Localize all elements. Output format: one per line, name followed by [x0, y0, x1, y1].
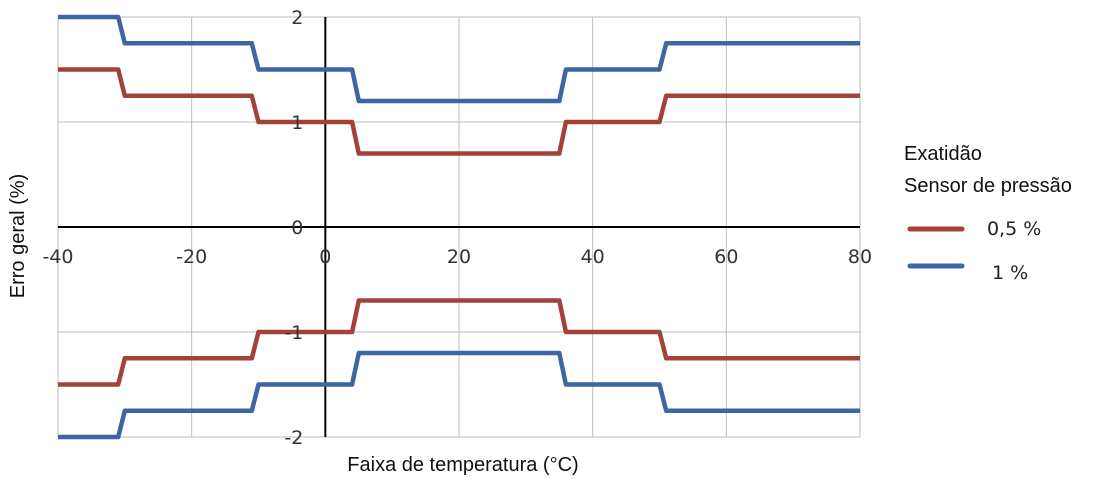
- series-line-0-upper: [58, 67, 860, 156]
- y-axis-label: Erro geral (%): [7, 174, 29, 298]
- x-axis-label: Faixa de temperatura (°C): [347, 454, 578, 476]
- y-tick-label--2: -2: [284, 427, 303, 449]
- x-tick-label-40: 40: [581, 246, 605, 268]
- y-tick-label-2: 2: [291, 7, 303, 29]
- series-line-1-upper: [58, 14, 860, 104]
- x-tick-label--20: -20: [176, 246, 207, 268]
- y-tick-label-0: 0: [291, 217, 303, 239]
- x-tick-label-20: 20: [447, 246, 471, 268]
- legend-label-series-1: 1 %: [992, 262, 1028, 284]
- series-line-0-lower: [58, 298, 860, 387]
- x-tick-label-0: 0: [319, 246, 331, 268]
- y-tick-label--1: -1: [284, 322, 303, 344]
- x-tick-label-60: 60: [714, 246, 738, 268]
- chart-series: [58, 14, 860, 440]
- series-line-1-lower: [58, 350, 860, 440]
- x-tick-label--40: -40: [42, 246, 73, 268]
- chart-legend: Exatidão Sensor de pressão 0,5 % 1 %: [904, 143, 1072, 284]
- legend-title-line-1: Exatidão: [904, 143, 982, 165]
- x-tick-label-80: 80: [848, 246, 872, 268]
- legend-label-series-0: 0,5 %: [987, 218, 1041, 240]
- y-tick-label-1: 1: [291, 112, 303, 134]
- chart-axes: [58, 17, 860, 437]
- legend-title-line-2: Sensor de pressão: [904, 175, 1072, 197]
- chart-tick-labels: -40 -20 0 20 40 60 80 2 1 0 -1 -2: [42, 7, 872, 449]
